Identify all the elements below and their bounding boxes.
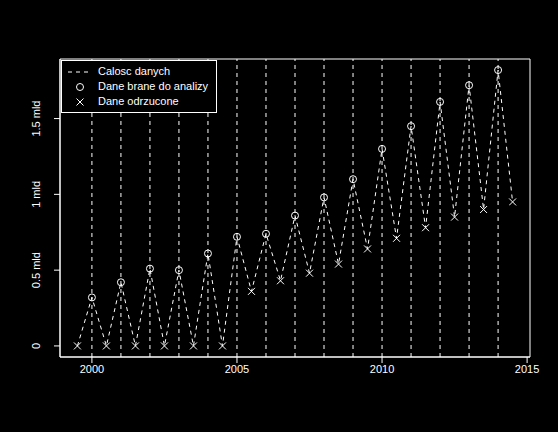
html-text:Calosc danych: Calosc danych <box>98 65 171 77</box>
svg-text:0: 0 <box>30 343 42 349</box>
svg-text:2010: 2010 <box>370 363 394 375</box>
svg-text:1 mld: 1 mld <box>30 181 42 208</box>
svg-text:2005: 2005 <box>225 363 249 375</box>
html-text:Dane odrzucone: Dane odrzucone <box>98 95 179 107</box>
svg-text:0.5 mld: 0.5 mld <box>30 252 42 288</box>
svg-text:2000: 2000 <box>80 363 104 375</box>
html-text:Dane brane do analizy: Dane brane do analizy <box>98 80 209 92</box>
svg-text:2015: 2015 <box>515 363 539 375</box>
svg-text:1.5 mld: 1.5 mld <box>30 101 42 137</box>
